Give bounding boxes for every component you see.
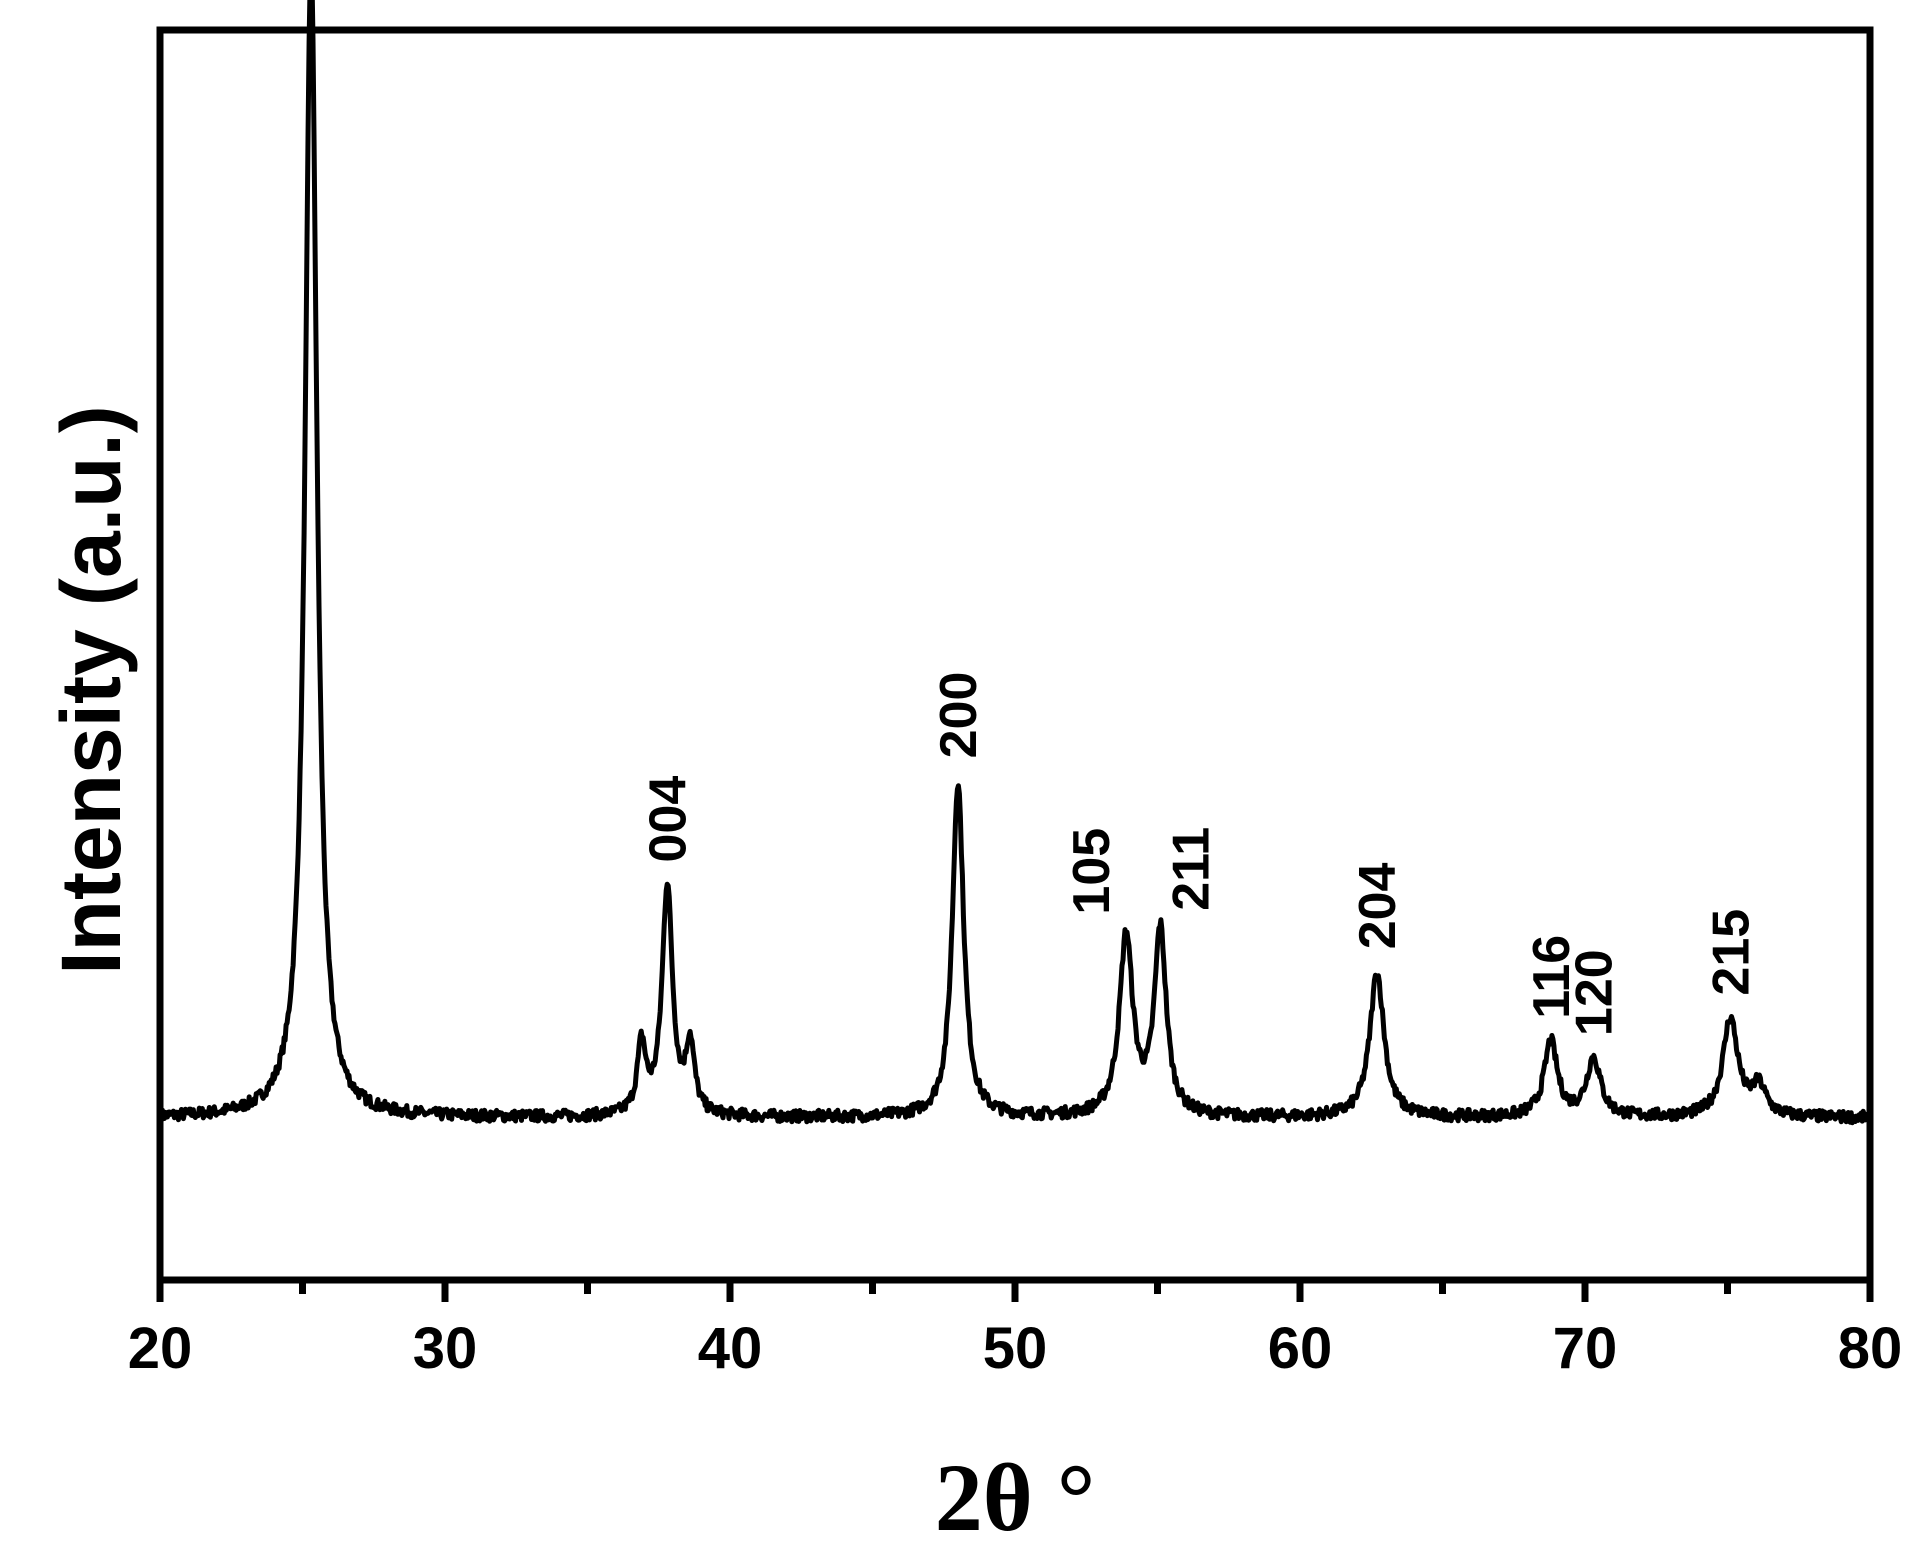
x-tick-label: 40: [698, 1316, 763, 1381]
peak-label-120: 120: [1566, 949, 1624, 1036]
x-tick-label: 20: [128, 1316, 193, 1381]
peak-label-105: 105: [1063, 828, 1121, 915]
peak-label-204: 204: [1349, 862, 1407, 949]
x-axis-label: 2θ °: [935, 1444, 1096, 1551]
x-tick-label: 80: [1838, 1316, 1903, 1381]
peak-label-211: 211: [1162, 827, 1220, 911]
x-axis-tick-labels: 20 30 40 50 60 70 80: [128, 1316, 1903, 1381]
y-axis-label: Intensity (a.u.): [44, 405, 138, 974]
peak-label-215: 215: [1702, 909, 1760, 996]
peak-label-200: 200: [930, 672, 988, 759]
x-tick-label: 50: [983, 1316, 1048, 1381]
x-tick-label: 60: [1268, 1316, 1333, 1381]
xrd-pattern-line: [158, 0, 1870, 1126]
peak-label-004: 004: [639, 776, 697, 863]
x-tick-label: 30: [413, 1316, 478, 1381]
x-tick-label: 70: [1553, 1316, 1618, 1381]
plot-frame: [156, 26, 1874, 1284]
peak-label-116: 116: [1523, 935, 1581, 1019]
x-axis-ticks: [156, 1280, 1874, 1302]
peak-labels: 101004200105211204116120215: [639, 672, 1760, 1037]
